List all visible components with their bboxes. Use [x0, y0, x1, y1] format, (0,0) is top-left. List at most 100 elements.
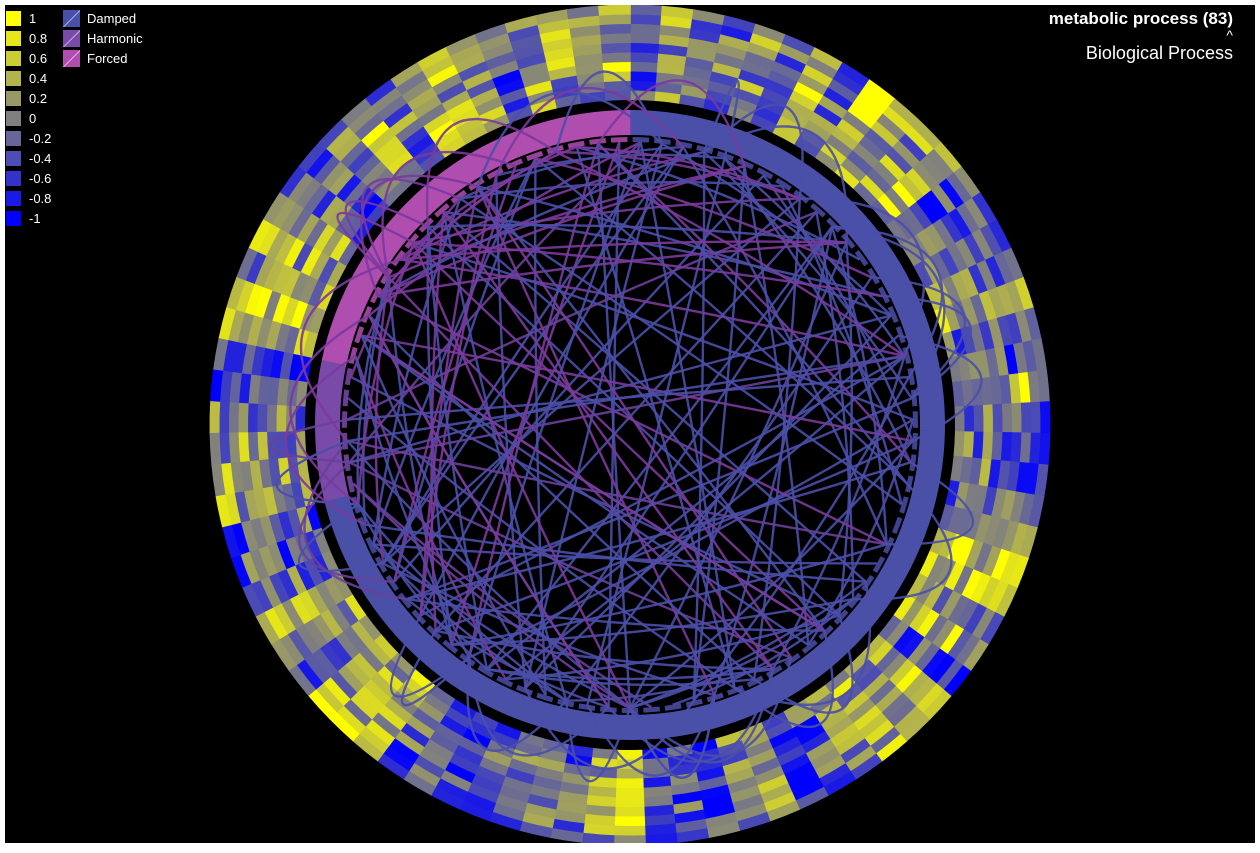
gene-slot[interactable]: [477, 664, 495, 678]
gene-link-chord[interactable]: [284, 355, 366, 526]
gene-slot[interactable]: [801, 639, 818, 654]
gene-link-chord[interactable]: [361, 177, 461, 278]
gene-slot[interactable]: [354, 326, 365, 344]
gene-slot[interactable]: [765, 664, 783, 678]
gene-link-chord[interactable]: [368, 314, 755, 681]
gene-slot[interactable]: [442, 639, 459, 654]
gene-slot[interactable]: [567, 140, 585, 149]
gene-link-chord[interactable]: [555, 150, 801, 200]
class-band-segment[interactable]: [480, 680, 513, 714]
gene-link-chord[interactable]: [629, 598, 854, 710]
gene-slot[interactable]: [891, 516, 903, 535]
gene-link-chord[interactable]: [733, 630, 834, 729]
gene-link-chord[interactable]: [442, 211, 568, 702]
gene-slot[interactable]: [664, 703, 682, 711]
gene-slot[interactable]: [344, 368, 353, 386]
gene-slot[interactable]: [841, 233, 856, 249]
gene-link-chord[interactable]: [477, 185, 892, 317]
gene-slot[interactable]: [861, 574, 875, 592]
gene-link-chord[interactable]: [406, 598, 609, 709]
gene-slot[interactable]: [369, 286, 382, 304]
gene-link-chord[interactable]: [629, 657, 793, 758]
gene-link-chord[interactable]: [682, 146, 888, 545]
gene-slot[interactable]: [895, 326, 906, 344]
gene-link-chord[interactable]: [743, 165, 810, 645]
class-band-segment[interactable]: [651, 110, 678, 139]
class-band-segment[interactable]: [865, 576, 899, 610]
gene-link-chord[interactable]: [628, 694, 716, 779]
gene-slot[interactable]: [526, 150, 544, 162]
gene-link-chord[interactable]: [400, 258, 905, 358]
gene-link-chord[interactable]: [413, 241, 914, 421]
gene-link-chord[interactable]: [753, 615, 854, 714]
gene-link-chord[interactable]: [524, 687, 695, 770]
class-band-segment[interactable]: [795, 166, 829, 200]
gene-slot[interactable]: [907, 368, 916, 386]
gene-slot[interactable]: [826, 217, 842, 233]
gene-link-chord[interactable]: [387, 276, 774, 671]
class-band-segment[interactable]: [606, 110, 631, 136]
gene-slot[interactable]: [736, 158, 755, 170]
gene-slot[interactable]: [810, 202, 826, 218]
gene-link-chord[interactable]: [486, 226, 833, 670]
gene-slot[interactable]: [546, 144, 564, 155]
gene-link-chord[interactable]: [881, 294, 973, 400]
gene-link-chord[interactable]: [597, 142, 908, 485]
gene-link-chord[interactable]: [297, 461, 395, 583]
gene-link-chord[interactable]: [346, 375, 909, 421]
gene-link-chord[interactable]: [524, 226, 834, 689]
gene-link-chord[interactable]: [831, 225, 944, 378]
gene-link-chord[interactable]: [299, 258, 401, 442]
gene-link-chord[interactable]: [486, 334, 900, 671]
class-band-segment[interactable]: [897, 516, 929, 548]
class-band-segment[interactable]: [871, 250, 905, 284]
gene-slot[interactable]: [878, 286, 891, 304]
gene-link-chord[interactable]: [413, 241, 883, 298]
gene-slot[interactable]: [912, 411, 919, 428]
gene-link-chord[interactable]: [388, 165, 745, 279]
gene-link-chord[interactable]: [565, 276, 873, 702]
gene-slot[interactable]: [450, 189, 467, 204]
gene-link-chord[interactable]: [661, 142, 892, 317]
gene-slot[interactable]: [775, 177, 792, 191]
gene-slot[interactable]: [867, 267, 880, 285]
gene-link-chord[interactable]: [467, 657, 610, 757]
gene-link-chord[interactable]: [412, 242, 632, 709]
gene-slot[interactable]: [899, 496, 909, 514]
class-band-segment[interactable]: [905, 495, 936, 525]
gene-link-chord[interactable]: [639, 141, 736, 689]
gene-link-chord[interactable]: [576, 145, 801, 200]
class-band-segment[interactable]: [502, 690, 534, 722]
gene-link-chord[interactable]: [381, 150, 516, 278]
class-band-segment[interactable]: [413, 180, 448, 215]
gene-link-chord[interactable]: [486, 667, 774, 681]
gene-slot[interactable]: [505, 158, 524, 170]
gene-link-chord[interactable]: [413, 197, 800, 244]
gene-link-chord[interactable]: [597, 142, 912, 464]
gene-slot[interactable]: [536, 692, 554, 703]
gene-link-chord[interactable]: [364, 523, 866, 583]
gene-slot[interactable]: [887, 305, 899, 324]
gene-link-chord[interactable]: [360, 334, 809, 646]
class-band-segment[interactable]: [319, 473, 349, 502]
gene-slot[interactable]: [632, 137, 650, 143]
gene-slot[interactable]: [793, 189, 810, 204]
gene-slot[interactable]: [911, 432, 918, 450]
gene-slot[interactable]: [872, 556, 886, 574]
gene-link-chord[interactable]: [442, 211, 775, 670]
class-band-segment[interactable]: [673, 113, 702, 143]
gene-link-chord[interactable]: [495, 86, 685, 177]
class-band-segment[interactable]: [374, 594, 409, 628]
class-band-segment[interactable]: [919, 407, 945, 432]
class-band-segment[interactable]: [388, 611, 424, 646]
gene-link-chord[interactable]: [586, 694, 716, 777]
gene-link-chord[interactable]: [344, 199, 429, 279]
go-term-title[interactable]: metabolic process (83): [1048, 9, 1233, 28]
class-band-segment[interactable]: [901, 314, 933, 345]
gene-link-chord[interactable]: [898, 334, 983, 443]
class-band-segment[interactable]: [450, 153, 484, 187]
gene-link-chord[interactable]: [360, 334, 825, 632]
class-band-segment[interactable]: [820, 628, 855, 663]
collapse-caret-icon[interactable]: ^: [1226, 27, 1233, 43]
class-band-segment[interactable]: [917, 383, 945, 409]
